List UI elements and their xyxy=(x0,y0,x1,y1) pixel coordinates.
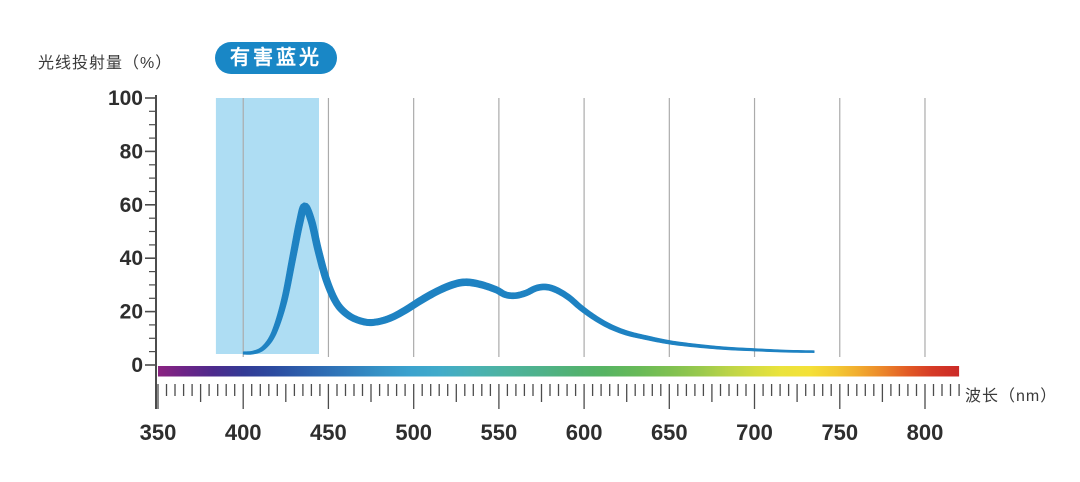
y-axis-title: 光线投射量（%） xyxy=(38,55,173,72)
y-tick-label: 20 xyxy=(120,301,143,324)
x-tick-label: 400 xyxy=(225,420,262,445)
harmful-blue-band xyxy=(215,98,319,354)
y-tick-label: 40 xyxy=(120,247,143,270)
x-tick-label: 650 xyxy=(651,420,688,445)
x-tick-label: 450 xyxy=(310,420,347,445)
x-tick-label: 700 xyxy=(736,420,773,445)
x-tick-label: 600 xyxy=(566,420,603,445)
x-tick-label: 350 xyxy=(140,420,177,445)
spectral-curve xyxy=(242,202,815,355)
y-tick-label: 60 xyxy=(120,194,143,217)
spectrum-bar xyxy=(158,366,960,377)
x-axis-unit-label: 波长（nm） xyxy=(965,388,1058,405)
harmful-blue-light-badge: 有害蓝光 xyxy=(215,42,337,74)
y-tick-label: 0 xyxy=(131,354,143,377)
x-tick-label: 750 xyxy=(821,420,858,445)
x-tick-label: 550 xyxy=(481,420,518,445)
y-tick-label: 80 xyxy=(120,140,143,163)
x-tick-label: 500 xyxy=(395,420,432,445)
y-tick-label: 100 xyxy=(108,87,143,110)
x-tick-label: 800 xyxy=(907,420,944,445)
